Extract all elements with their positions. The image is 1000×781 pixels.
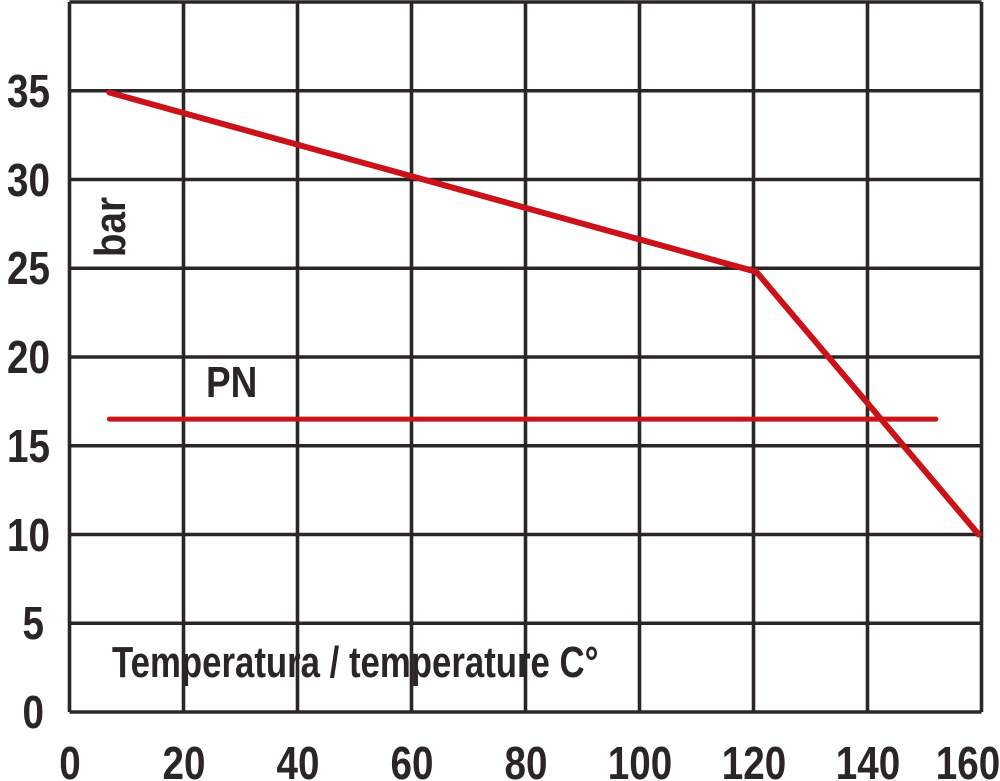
y-tick-label: 10 xyxy=(7,508,51,561)
y-axis-unit-label: bar xyxy=(86,196,135,258)
x-tick-label: 40 xyxy=(276,737,319,781)
y-tick-label: 20 xyxy=(7,331,51,383)
y-tick-label: 25 xyxy=(7,242,51,295)
y-tick-label: 30 xyxy=(7,153,51,206)
y-tick-label: 0 xyxy=(22,686,44,738)
y-tick-label: 5 xyxy=(22,597,44,650)
x-tick-label: 140 xyxy=(835,737,900,781)
x-tick-label: 120 xyxy=(721,737,786,781)
series-max-working-pressure xyxy=(106,89,982,538)
grid-lines xyxy=(67,0,984,714)
x-tick-label: 0 xyxy=(58,737,81,781)
y-tick-label: 15 xyxy=(7,419,51,472)
y-tick-label: 35 xyxy=(7,64,51,117)
x-tick-label: 100 xyxy=(607,737,672,781)
x-tick-label: 80 xyxy=(504,737,547,781)
x-tick-label: 160 xyxy=(935,737,1000,781)
x-tick-label: 60 xyxy=(390,737,433,781)
x-tick-label: 20 xyxy=(162,737,205,781)
pn-line-label: PN xyxy=(206,358,258,407)
x-axis-title: Temperatura / temperature C° xyxy=(112,638,599,687)
